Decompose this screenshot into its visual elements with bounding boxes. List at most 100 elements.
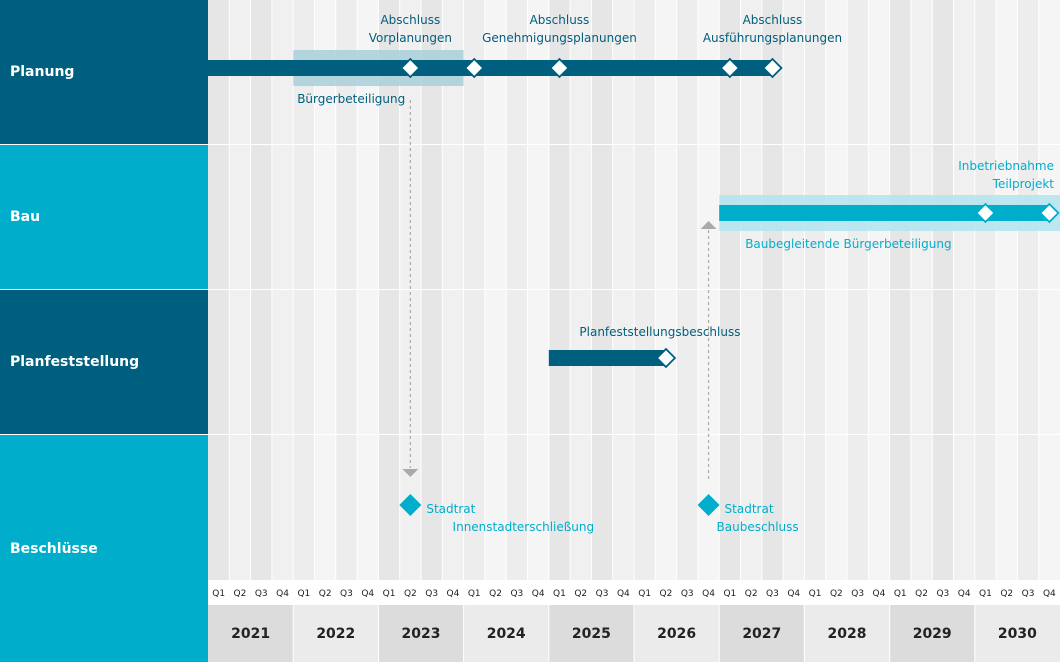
- quarter-cell: [271, 580, 294, 604]
- quarter-cell: [889, 580, 911, 604]
- quarter-tick-label: Q4: [361, 589, 374, 599]
- quarter-cell: [335, 580, 358, 604]
- row-label-planfeststellung: Planfeststellung: [0, 290, 208, 434]
- quarter-cell: [421, 580, 443, 604]
- year-cell: [889, 605, 975, 662]
- bar: [719, 205, 1050, 221]
- milestone-label: Abschluss: [380, 13, 440, 27]
- quarter-tick-label: Q2: [234, 589, 247, 599]
- quarter-cell: [1017, 580, 1039, 604]
- row-separator: [208, 434, 1060, 435]
- band-label: Bürgerbeteiligung: [297, 92, 405, 106]
- quarter-cell: [761, 580, 784, 604]
- row-label-bau: Bau: [0, 145, 208, 289]
- year-tick-label: 2029: [913, 626, 952, 642]
- decision-label: Baubeschluss: [717, 520, 799, 534]
- quarter-cell: [719, 580, 741, 604]
- year-cell: [548, 605, 634, 662]
- quarter-cell: [804, 580, 826, 604]
- decision-label: Innenstadterschließung: [453, 520, 595, 534]
- milestone-label: Vorplanungen: [369, 31, 452, 45]
- quarter-cell: [953, 580, 975, 604]
- quarter-tick-label: Q1: [809, 589, 822, 599]
- quarter-tick-label: Q1: [894, 589, 907, 599]
- quarter-cell: [783, 580, 805, 604]
- quarter-cell: [655, 580, 677, 604]
- milestone-label: Genehmigungsplanungen: [482, 31, 637, 45]
- row-separator: [208, 289, 1060, 290]
- year-tick-label: 2026: [657, 626, 696, 642]
- quarter-tick-label: Q4: [447, 589, 460, 599]
- milestone-diamond: [655, 347, 677, 369]
- row-label-text: Bau: [10, 209, 41, 225]
- quarter-cell: [399, 580, 421, 604]
- milestone-label: Ausführungsplanungen: [703, 31, 842, 45]
- year-tick-label: 2022: [316, 626, 355, 642]
- quarter-cell: [548, 580, 571, 604]
- bar: [548, 350, 666, 366]
- quarter-tick-label: Q2: [915, 589, 928, 599]
- quarter-cell: [697, 580, 720, 604]
- milestone-diamond: [463, 57, 485, 79]
- quarter-tick-label: Q2: [745, 589, 758, 599]
- year-tick-label: 2023: [402, 626, 441, 642]
- quarter-tick-label: Q2: [1000, 589, 1013, 599]
- quarter-tick-label: Q3: [596, 589, 609, 599]
- quarter-cell: [527, 580, 549, 604]
- milestone-diamond: [1039, 202, 1060, 224]
- quarter-cell: [484, 580, 507, 604]
- milestone-diamond: [719, 57, 741, 79]
- quarter-cell: [357, 580, 379, 604]
- milestone-diamond: [762, 57, 783, 79]
- year-cell: [463, 605, 549, 662]
- quarter-cell: [932, 580, 954, 604]
- quarter-tick-label: Q3: [1022, 589, 1035, 599]
- year-tick-label: 2028: [828, 626, 867, 642]
- year-tick-label: 2021: [231, 626, 270, 642]
- quarter-tick-label: Q4: [873, 589, 886, 599]
- quarter-tick-label: Q4: [532, 589, 545, 599]
- milestone-label: Planfeststellungsbeschluss: [579, 325, 740, 339]
- quarter-cell: [910, 580, 933, 604]
- quarter-tick-label: Q1: [979, 589, 992, 599]
- year-tick-label: 2030: [998, 626, 1037, 642]
- quarter-tick-label: Q3: [425, 589, 438, 599]
- decision-label: Stadtrat: [725, 502, 774, 516]
- quarter-cell: [378, 580, 400, 604]
- quarter-cell: [229, 580, 251, 604]
- quarter-cell: [612, 580, 634, 604]
- quarter-tick-label: Q2: [574, 589, 587, 599]
- milestone-diamond: [400, 57, 421, 79]
- quarter-tick-label: Q4: [958, 589, 971, 599]
- quarter-cell: [825, 580, 847, 604]
- quarter-cell: [868, 580, 890, 604]
- quarter-tick-label: Q1: [297, 589, 310, 599]
- row-label-text: Planung: [10, 64, 75, 80]
- quarter-tick-label: Q4: [276, 589, 289, 599]
- quarter-tick-label: Q2: [319, 589, 332, 599]
- timeline-plot: Q1 Q2 Q3 Q4 2021 Q1 Q2 Q3 Q4 2022 Q1 Q2 Q3 Q4 2023 Q1 Q2…: [208, 0, 1060, 662]
- quarter-cell: [442, 580, 464, 604]
- quarter-tick-label: Q1: [638, 589, 651, 599]
- row-label-text: Beschlüsse: [10, 540, 98, 557]
- year-cell: [719, 605, 805, 662]
- decision-diamond: [697, 494, 720, 516]
- arrow-up-icon: [700, 221, 717, 229]
- year-cell: [974, 605, 1060, 662]
- milestone-diamond: [975, 202, 996, 224]
- bar: [208, 60, 773, 76]
- quarter-cell: [996, 580, 1018, 604]
- quarter-tick-label: Q4: [787, 589, 800, 599]
- year-cell: [293, 605, 379, 662]
- quarter-cell: [314, 580, 336, 604]
- quarter-tick-label: Q1: [212, 589, 225, 599]
- decision-label: Stadtrat: [426, 502, 475, 516]
- quarter-cell: [570, 580, 592, 604]
- quarter-tick-label: Q3: [255, 589, 268, 599]
- year-tick-label: 2024: [487, 626, 526, 642]
- quarter-tick-label: Q3: [936, 589, 949, 599]
- quarter-cell: [591, 580, 613, 604]
- quarter-tick-label: Q4: [702, 589, 715, 599]
- quarter-cell: [293, 580, 315, 604]
- milestone-label: Inbetriebnahme: [958, 159, 1054, 173]
